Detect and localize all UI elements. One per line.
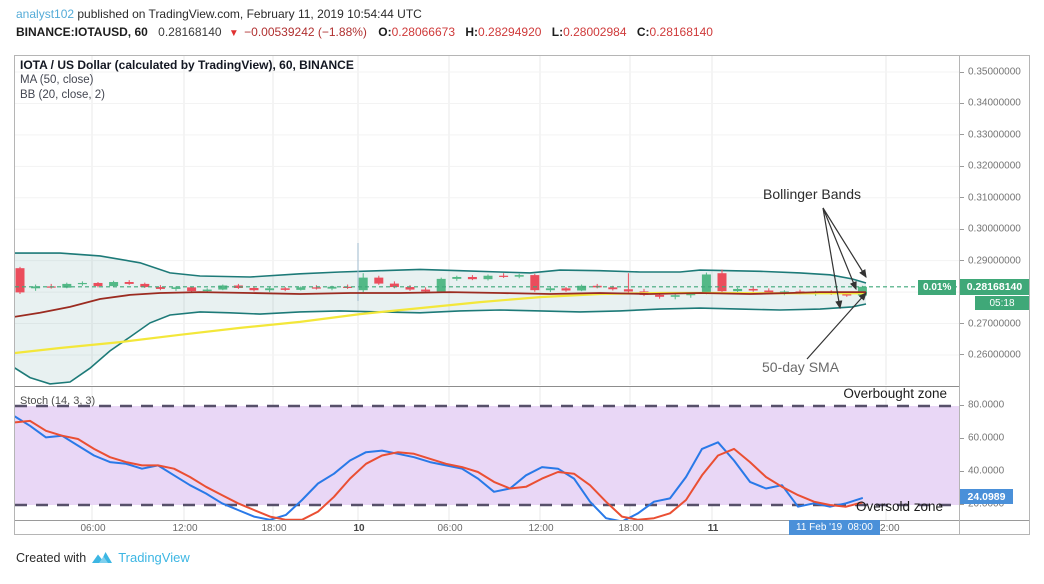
axis-tick (960, 437, 964, 439)
price-axis[interactable]: 0.35000000 0.34000000 0.33000000 0.32000000… (959, 56, 1030, 520)
axis-tick (960, 102, 964, 104)
axis-tick (960, 470, 964, 472)
time-axis-label: 18:00 (618, 523, 644, 534)
tradingview-link[interactable]: TradingView (118, 550, 190, 565)
bollinger-bands-annotation: Bollinger Bands (763, 186, 862, 202)
time-axis-label: 06:00 (80, 523, 106, 534)
chart-legend: IOTA / US Dollar (calculated by TradingV… (20, 58, 354, 102)
time-axis-label: 12:00 (172, 523, 198, 534)
last-price: 0.28168140 (158, 25, 222, 39)
oversold-zone-label: Oversold zone (855, 499, 943, 514)
axis-label: 0.31000000 (968, 192, 1021, 204)
time-axis[interactable]: 06:00 12:00 18:00 10 06:00 12:00 18:00 11 12:00 (15, 520, 1029, 535)
symbol-name: BINANCE:IOTAUSD, 60 (16, 25, 148, 39)
stoch-legend[interactable]: Stoch (14, 3, 3) (20, 395, 96, 407)
axis-tick (960, 228, 964, 230)
time-axis-label: 10 (353, 523, 365, 534)
high-label: H: (465, 25, 479, 39)
tradingview-logo-icon[interactable] (91, 550, 113, 565)
overbought-zone-label: Overbought zone (843, 386, 947, 401)
axis-tick (960, 260, 964, 262)
created-with-text: Created with (16, 550, 87, 565)
sma-annotation: 50-day SMA (762, 359, 840, 375)
time-axis-label: 12:00 (528, 523, 554, 534)
axis-label: 0.29000000 (968, 255, 1021, 267)
byline: analyst102 published on TradingView.com,… (16, 7, 422, 21)
author-link[interactable]: analyst102 (16, 7, 75, 21)
time-axis-label: 18:00 (261, 523, 287, 534)
open-value: 0.28066673 (391, 25, 455, 39)
axis-label: 0.30000000 (968, 223, 1021, 235)
axis-label: 0.34000000 (968, 97, 1021, 109)
axis-tick (960, 165, 964, 167)
axis-tick (960, 71, 964, 73)
stochastic-panel[interactable]: Stoch (14, 3, 3) (15, 386, 959, 521)
axis-corner (959, 520, 960, 534)
axis-label: 0.32000000 (968, 160, 1021, 172)
change-percent-tag: 0.01% (918, 280, 957, 295)
axis-label: 0.26000000 (968, 349, 1021, 361)
axis-label: 0.27000000 (968, 318, 1021, 330)
symbol-quote-bar: BINANCE:IOTAUSD, 60 0.28168140 ▼ −0.0053… (16, 25, 720, 39)
stoch-value-tag: 24.0989 (960, 489, 1013, 504)
axis-tick (960, 197, 964, 199)
axis-tick (960, 354, 964, 356)
axis-tick (960, 134, 964, 136)
close-value: 0.28168140 (649, 25, 713, 39)
axis-label: 80.0000 (968, 399, 1005, 411)
down-arrow-icon: ▼ (228, 28, 239, 39)
axis-label: 0.33000000 (968, 129, 1021, 141)
time-axis-label: 11 (707, 523, 719, 534)
price-panel[interactable]: IOTA / US Dollar (calculated by TradingV… (15, 56, 959, 385)
axis-tick (960, 404, 964, 406)
time-axis-label: 06:00 (437, 523, 463, 534)
footer: Created with TradingView (16, 550, 190, 565)
axis-label: 60.0000 (968, 432, 1005, 444)
axis-label: 40.0000 (968, 465, 1005, 477)
open-label: O: (378, 25, 392, 39)
axis-tick (960, 323, 964, 325)
close-label: C: (636, 25, 650, 39)
low-label: L: (551, 25, 564, 39)
crosshair-time-tag: 11 Feb '19 08:00 (789, 520, 880, 535)
low-value: 0.28002984 (563, 25, 627, 39)
high-value: 0.28294920 (478, 25, 542, 39)
last-price-tag: 0.28168140 (960, 279, 1029, 295)
ma-legend[interactable]: MA (50, close) (20, 74, 94, 86)
time-axis-label: 12:00 (874, 523, 900, 534)
axis-tick (960, 503, 964, 505)
bb-legend[interactable]: BB (20, close, 2) (20, 88, 106, 101)
byline-text: published on TradingView.com, February 1… (74, 7, 422, 21)
stoch-chart-canvas[interactable] (15, 387, 959, 521)
chart-title: IOTA / US Dollar (calculated by TradingV… (20, 58, 354, 72)
price-change: −0.00539242 (−1.88%) (244, 25, 367, 39)
axis-label: 20.0000 (968, 498, 1005, 510)
axis-label: 0.35000000 (968, 66, 1021, 78)
bar-countdown-tag: 05:18 (975, 296, 1029, 310)
price-chart-canvas[interactable] (15, 56, 959, 385)
chart-container[interactable]: IOTA / US Dollar (calculated by TradingV… (14, 55, 1030, 535)
